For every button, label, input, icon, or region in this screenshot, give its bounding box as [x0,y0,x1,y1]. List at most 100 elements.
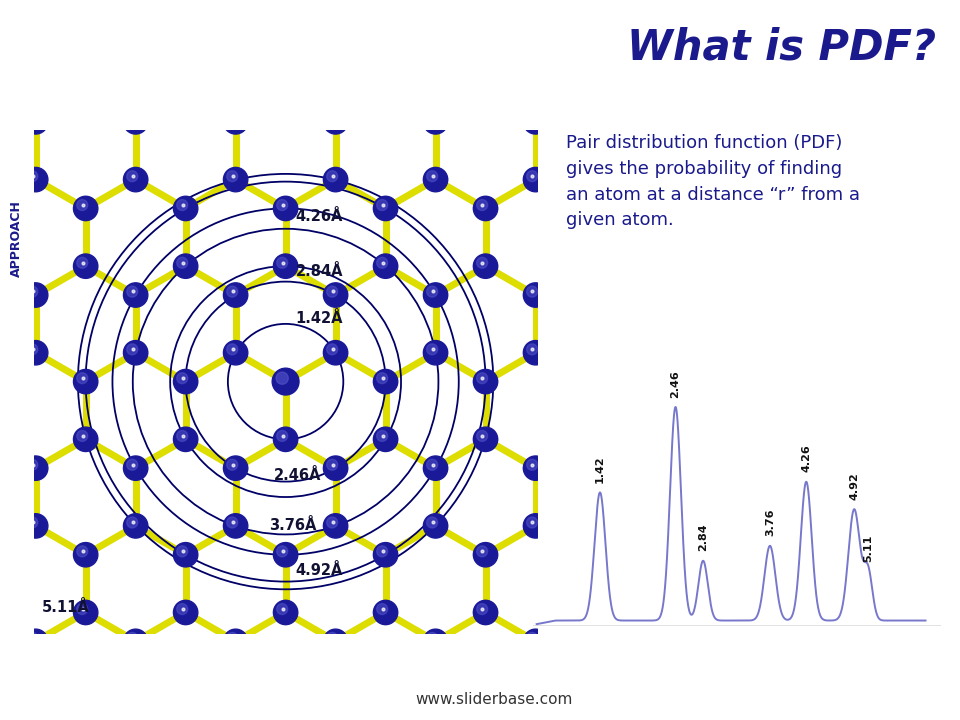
Circle shape [77,431,87,441]
Circle shape [276,84,288,95]
Circle shape [476,199,488,210]
Circle shape [23,167,48,192]
Circle shape [224,167,248,192]
Circle shape [174,543,198,567]
Circle shape [77,84,87,95]
Circle shape [27,344,37,355]
Circle shape [523,456,548,480]
Text: APPROACH: APPROACH [11,200,23,277]
Circle shape [373,600,397,625]
Circle shape [177,84,188,95]
Circle shape [127,344,137,355]
Circle shape [77,373,87,384]
Circle shape [426,113,438,124]
Circle shape [324,283,348,307]
Circle shape [324,513,348,538]
Text: 1.42: 1.42 [595,455,605,483]
Circle shape [174,600,198,625]
Circle shape [426,517,438,528]
Circle shape [124,341,148,365]
Circle shape [473,254,497,279]
Circle shape [527,171,538,181]
Circle shape [23,109,48,134]
Circle shape [527,344,538,355]
Circle shape [577,199,588,210]
Text: 3.76: 3.76 [765,509,775,536]
Circle shape [224,341,248,365]
Circle shape [174,427,198,451]
Circle shape [227,517,238,528]
Circle shape [523,109,548,134]
Circle shape [124,283,148,307]
Circle shape [224,283,248,307]
Circle shape [276,257,288,269]
Circle shape [324,629,348,654]
Text: 5.11Å: 5.11Å [41,600,89,615]
Circle shape [174,369,198,394]
Circle shape [373,543,397,567]
Circle shape [227,459,238,470]
Circle shape [23,629,48,654]
Circle shape [523,341,548,365]
Text: 2.46Å: 2.46Å [274,467,321,482]
Circle shape [473,369,497,394]
Circle shape [376,257,388,269]
Circle shape [177,546,188,557]
Circle shape [274,600,298,625]
Circle shape [426,171,438,181]
Circle shape [476,84,488,95]
Circle shape [426,344,438,355]
Text: www.sliderbase.com: www.sliderbase.com [416,693,573,707]
Circle shape [426,632,438,644]
Circle shape [426,286,438,297]
Circle shape [577,257,588,269]
Circle shape [376,546,388,557]
Circle shape [577,603,588,615]
Circle shape [174,254,198,279]
Circle shape [376,199,388,210]
Circle shape [373,197,397,220]
Circle shape [523,167,548,192]
Circle shape [523,513,548,538]
Circle shape [27,113,37,124]
Circle shape [523,629,548,654]
Circle shape [573,81,598,105]
Circle shape [127,517,137,528]
Circle shape [23,513,48,538]
Text: What is PDF?: What is PDF? [627,27,936,68]
Circle shape [326,286,338,297]
Text: 3.76Å: 3.76Å [270,518,317,534]
Circle shape [476,546,488,557]
Circle shape [127,286,137,297]
Circle shape [274,81,298,105]
Circle shape [74,600,98,625]
Circle shape [276,372,288,384]
Circle shape [573,543,598,567]
Circle shape [376,84,388,95]
Circle shape [326,459,338,470]
Text: 4.26Å: 4.26Å [296,210,343,225]
Circle shape [124,167,148,192]
Circle shape [124,513,148,538]
Circle shape [376,431,388,441]
Circle shape [476,373,488,384]
Circle shape [274,254,298,279]
Circle shape [177,257,188,269]
Circle shape [27,286,37,297]
Circle shape [473,197,497,220]
Text: 2.84: 2.84 [698,523,708,552]
Circle shape [326,344,338,355]
Circle shape [324,109,348,134]
Circle shape [473,427,497,451]
Circle shape [423,283,447,307]
Text: 4.92: 4.92 [850,472,859,500]
Circle shape [276,431,288,441]
Circle shape [127,113,137,124]
Text: 4.26: 4.26 [802,444,811,472]
Circle shape [276,373,288,384]
Text: 5.11: 5.11 [863,535,873,562]
Circle shape [27,632,37,644]
Circle shape [326,517,338,528]
Circle shape [324,456,348,480]
Circle shape [426,459,438,470]
